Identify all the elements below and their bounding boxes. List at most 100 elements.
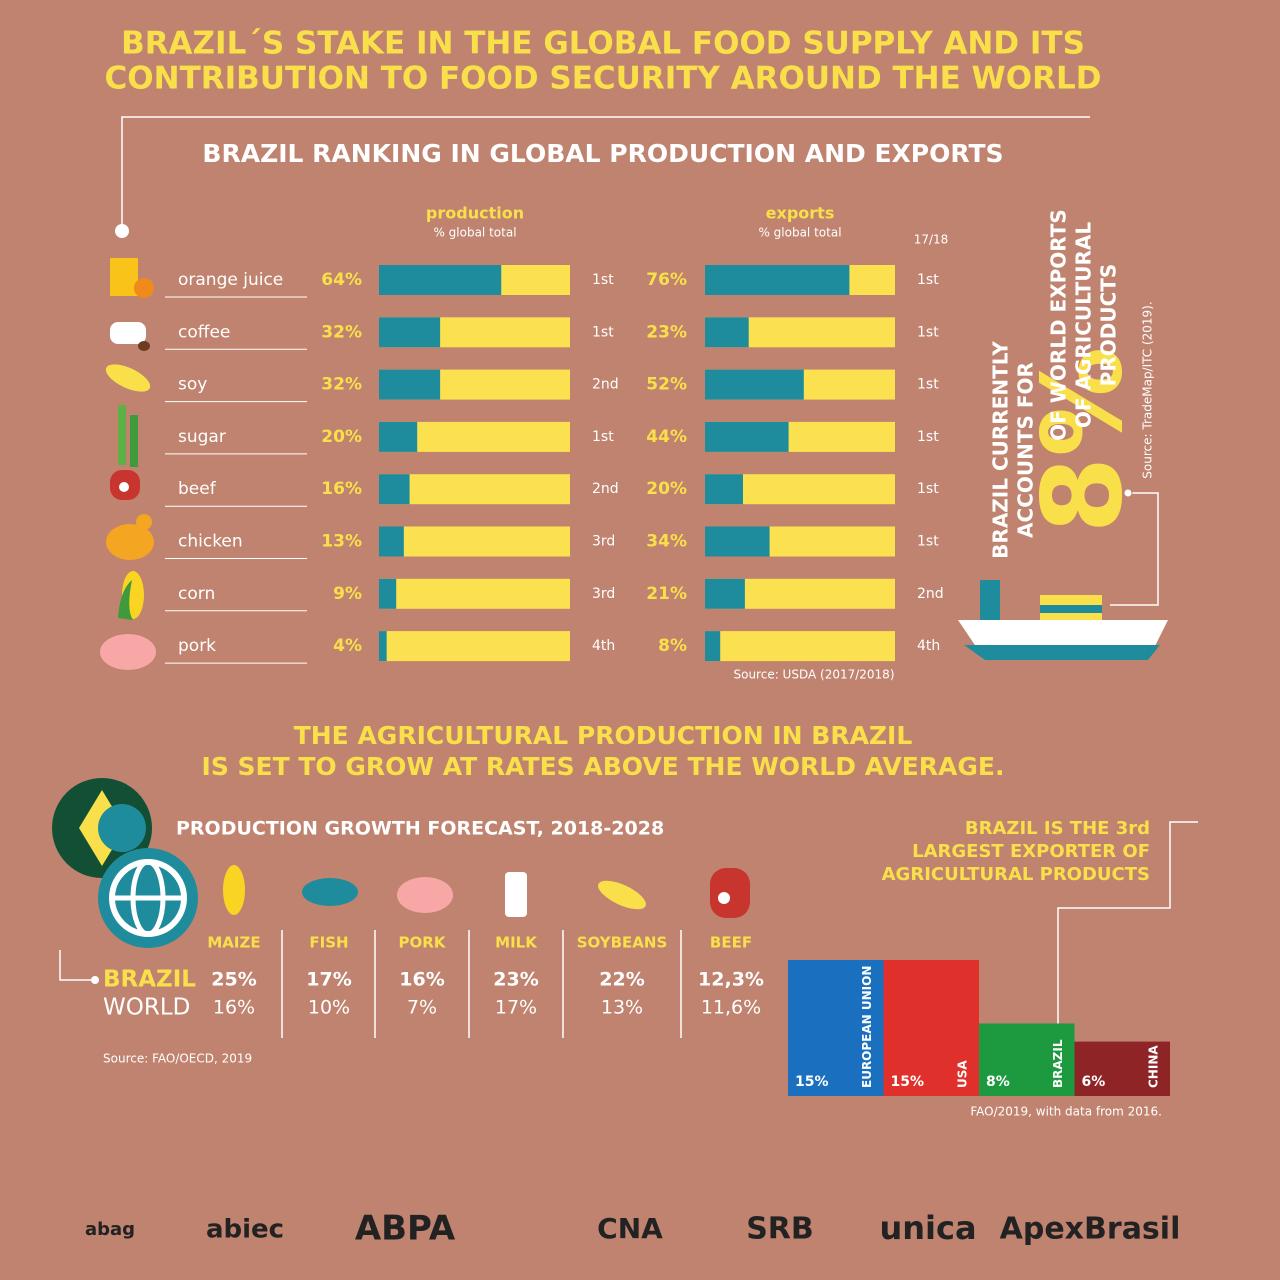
category-label: chicken (178, 532, 243, 552)
rank: 1st (917, 429, 939, 445)
category-label: BRAZIL (1051, 1039, 1065, 1088)
bar (705, 578, 745, 609)
rank: 2nd (917, 586, 944, 602)
rank: 2nd (592, 377, 619, 393)
value-label: 23% (646, 322, 687, 342)
forecast-separators (281, 930, 682, 1038)
column-header: PORK (399, 934, 447, 952)
category-label: beef (178, 479, 217, 499)
table-cell: 7% (407, 997, 437, 1019)
row-label: BRAZIL (103, 967, 196, 993)
category-label: orange juice (178, 270, 283, 290)
connectors (59, 116, 1198, 1036)
bar (883, 960, 979, 1096)
bar (379, 526, 404, 557)
value-label: 6% (1082, 1074, 1106, 1090)
chart-title: AGRICULTURAL PRODUCTS (882, 864, 1150, 885)
bar (379, 474, 410, 505)
logo: ABPA (355, 1209, 456, 1249)
table-cell: 11,6% (701, 997, 761, 1019)
source: Source: FAO/OECD, 2019 (103, 1052, 252, 1066)
source: Source: USDA (2017/2018) (733, 668, 894, 682)
dot (91, 976, 99, 984)
table-cell: 10% (308, 997, 350, 1019)
table-cell: 25% (211, 969, 256, 991)
rank: 1st (592, 272, 614, 288)
value-label: 44% (646, 427, 687, 447)
value-label: 20% (646, 479, 687, 499)
bar (379, 631, 387, 662)
forecast-title: PRODUCTION GROWTH FORECAST, 2018-2028 (176, 818, 664, 840)
value-label: 32% (321, 322, 362, 342)
bar (1074, 1041, 1170, 1096)
value-label: 8% (986, 1074, 1010, 1090)
headline: THE AGRICULTURAL PRODUCTION IN BRAZIL (294, 721, 913, 750)
bar-remainder (379, 526, 570, 557)
bar (705, 631, 721, 662)
category-label: soy (178, 375, 207, 395)
value-label: 21% (646, 584, 687, 604)
bar (379, 421, 418, 452)
logo: abiec (206, 1215, 284, 1245)
category-label: coffee (178, 322, 230, 342)
table-cell: 16% (399, 969, 444, 991)
main-title: CONTRIBUTION TO FOOD SECURITY AROUND THE… (105, 61, 1102, 97)
rank: 4th (917, 638, 940, 654)
category-label: USA (956, 1060, 970, 1088)
dot (1123, 488, 1133, 498)
table-cell: 17% (495, 997, 537, 1019)
bar (379, 369, 441, 400)
callout-tail: PRODUCTS (1097, 264, 1121, 387)
table-cell: 23% (493, 969, 538, 991)
rank: 1st (917, 272, 939, 288)
value-label: 8% (658, 636, 687, 656)
bar (979, 1023, 1075, 1096)
logo: ApexBrasil (1000, 1212, 1181, 1247)
value-label: 15% (891, 1074, 925, 1090)
forecast-icons (223, 865, 750, 918)
bar-remainder (379, 474, 570, 505)
value-label: 20% (321, 427, 362, 447)
rank: 1st (917, 534, 939, 550)
value-label: 32% (321, 375, 362, 395)
value-label: 16% (321, 479, 362, 499)
chart-title: LARGEST EXPORTER OF (912, 841, 1150, 862)
rank: 2nd (592, 481, 619, 497)
bar (379, 317, 441, 348)
category-label: corn (178, 584, 215, 604)
callout-lead: BRAZIL CURRENTLY (989, 341, 1013, 559)
logo: CNA (597, 1212, 663, 1245)
headline: IS SET TO GROW AT RATES ABOVE THE WORLD … (202, 752, 1005, 781)
flag-globe (52, 778, 198, 948)
column-header: SOYBEANS (577, 934, 668, 952)
column-header: FISH (309, 934, 348, 952)
source: FAO/2019, with data from 2016. (970, 1105, 1162, 1119)
period: 17/18 (914, 233, 949, 247)
column-header: BEEF (710, 934, 752, 952)
category-label: CHINA (1147, 1045, 1161, 1088)
value-label: 9% (333, 584, 362, 604)
value-label: 34% (646, 532, 687, 552)
bar-remainder (379, 578, 570, 609)
table-cell: 17% (306, 969, 351, 991)
bar (379, 265, 502, 295)
bar (788, 960, 884, 1096)
rank: 1st (917, 377, 939, 393)
category-label: sugar (178, 427, 226, 447)
logo: abag (85, 1219, 135, 1240)
series-subtitle: % global total (758, 226, 841, 240)
bar (705, 474, 743, 505)
callout-tail: OF WORLD EXPORTS (1047, 209, 1071, 441)
bar (379, 578, 397, 609)
value-label: 4% (333, 636, 362, 656)
rank: 1st (917, 481, 939, 497)
value-label: 64% (321, 270, 362, 290)
callout-figure: 8% (1018, 347, 1146, 534)
legend-entry: production (426, 204, 524, 223)
value-label: 76% (646, 270, 687, 290)
series-subtitle: % global total (433, 226, 516, 240)
rank: 4th (592, 638, 615, 654)
logo: unica (879, 1209, 976, 1247)
table-cell: 22% (599, 969, 644, 991)
